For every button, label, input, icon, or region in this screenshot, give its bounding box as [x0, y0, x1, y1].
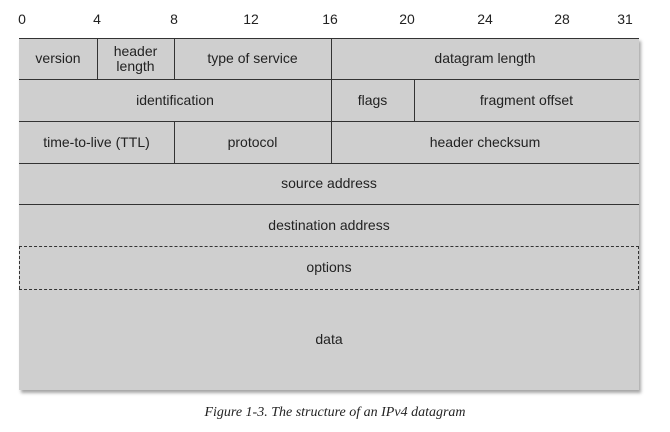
options-border-top [19, 246, 639, 247]
ipv4-datagram-diagram: version header length type of service da… [19, 38, 639, 390]
bit-tick-24: 24 [477, 11, 493, 27]
row-divider-1 [19, 79, 639, 80]
divider-bit-4 [97, 38, 98, 79]
bit-tick-31: 31 [617, 11, 633, 27]
divider-bit-19 [414, 79, 415, 121]
row-divider-4 [19, 204, 639, 205]
options-border-bottom [19, 289, 639, 290]
row-divider-3 [19, 163, 639, 164]
field-fragment-offset: fragment offset [479, 91, 574, 108]
field-protocol: protocol [227, 133, 278, 150]
field-flags: flags [357, 91, 388, 108]
bit-tick-0: 0 [18, 11, 26, 27]
field-datagram-length: datagram length [434, 50, 536, 66]
row-divider-2 [19, 121, 639, 122]
field-data: data [315, 331, 343, 347]
divider-bit-16 [331, 38, 332, 163]
bit-ruler: 0 4 8 12 16 20 24 28 31 [0, 0, 670, 36]
field-type-of-service: type of service [207, 50, 298, 66]
options-border-left [19, 246, 20, 289]
row-border-top [19, 38, 639, 39]
bit-tick-8: 8 [170, 11, 178, 27]
field-version: version [35, 50, 81, 66]
figure-caption: Figure 1-3. The structure of an IPv4 dat… [204, 405, 466, 420]
field-header-checksum: header checksum [429, 133, 541, 150]
field-source-address: source address [281, 175, 377, 191]
field-options: options [306, 259, 352, 275]
options-border-right [638, 246, 639, 289]
field-header-length: header length [113, 42, 158, 74]
bit-tick-12: 12 [243, 11, 259, 27]
bit-tick-20: 20 [399, 11, 415, 27]
bit-tick-4: 4 [93, 11, 101, 27]
bit-tick-28: 28 [554, 11, 570, 27]
field-ttl: time-to-live (TTL) [43, 133, 150, 150]
divider-bit-8 [174, 38, 175, 79]
field-destination-address: destination address [268, 216, 390, 233]
bit-tick-16: 16 [322, 11, 338, 27]
field-identification: identification [136, 91, 214, 108]
divider-bit-8-row3 [174, 121, 175, 163]
